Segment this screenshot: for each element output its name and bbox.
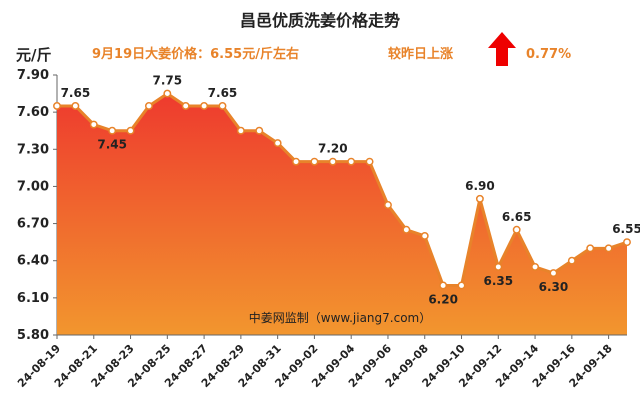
data-point [384, 201, 392, 209]
data-label: 6.90 [465, 179, 495, 193]
data-label: 6.20 [428, 292, 458, 306]
data-point [347, 157, 356, 166]
y-tick-label: 6.70 [17, 217, 49, 232]
data-label: 6.55 [612, 222, 640, 236]
data-point [494, 262, 503, 271]
data-point [604, 244, 613, 253]
data-point [328, 157, 337, 166]
data-point [181, 102, 190, 110]
data-point [53, 102, 61, 110]
data-point [89, 120, 98, 129]
data-point [402, 225, 411, 234]
data-point [457, 281, 466, 290]
data-point [144, 102, 153, 110]
data-point [512, 225, 521, 234]
data-label: 6.30 [539, 280, 569, 294]
up-arrow-icon [488, 32, 516, 66]
data-point [531, 262, 540, 271]
data-point [549, 269, 558, 278]
data-label: 7.65 [208, 86, 238, 100]
y-tick-label: 7.90 [17, 68, 49, 83]
data-point [126, 126, 135, 135]
y-tick-label: 7.30 [17, 142, 49, 157]
data-point [273, 139, 282, 148]
y-tick-label: 5.80 [17, 328, 49, 343]
data-point [200, 102, 209, 110]
data-point [292, 157, 300, 166]
change-text: 较昨日上涨 [388, 46, 453, 62]
y-tick-label: 7.00 [17, 179, 49, 194]
price-text: 9月19日大姜价格：6.55元/斤左右 [92, 46, 299, 62]
data-point [365, 157, 374, 166]
data-label: 7.20 [318, 142, 348, 156]
data-point [439, 281, 448, 290]
y-axis: 7.90 7.60 7.30 7.00 6.70 6.40 6.10 5.80 [17, 68, 58, 343]
data-label: 7.45 [97, 138, 127, 152]
y-tick-label: 7.60 [17, 105, 49, 120]
data-point [586, 244, 595, 253]
data-point [255, 126, 264, 135]
change-value: 0.77% [526, 47, 571, 62]
data-label: 6.65 [502, 210, 532, 224]
data-point [236, 126, 245, 135]
data-label: 6.35 [483, 274, 513, 288]
data-point [475, 194, 484, 203]
watermark: 中姜网监制（www.jiang7.com） [249, 310, 431, 325]
y-tick-label: 6.40 [17, 254, 49, 269]
data-label: 7.75 [153, 74, 183, 88]
data-point [108, 126, 117, 135]
plot-area: 7.65 7.45 7.75 7.65 7.20 6.20 6.90 6.35 6.65 6.30… [53, 74, 640, 335]
data-label: 7.65 [61, 86, 91, 100]
chart-title: 昌邑优质洗姜价格走势 [240, 11, 400, 30]
unit-label: 元/斤 [16, 46, 51, 64]
data-point [420, 232, 429, 240]
x-axis: 24-08-1924-08-2124-08-2324-08-2524-08-27… [15, 334, 627, 390]
data-point [218, 102, 227, 110]
price-area [57, 93, 627, 335]
data-point [163, 89, 172, 98]
data-point [71, 102, 80, 110]
y-tick-label: 6.10 [17, 291, 49, 306]
data-point [567, 256, 576, 265]
data-point [623, 238, 631, 247]
data-point [310, 157, 319, 166]
